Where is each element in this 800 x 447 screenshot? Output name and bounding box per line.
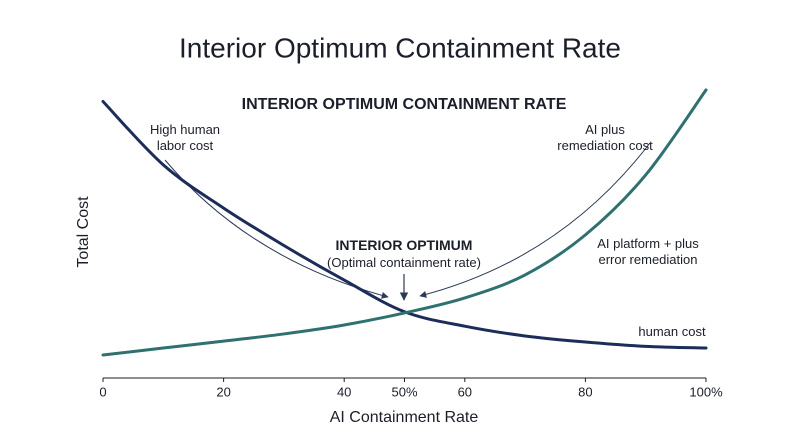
x-tick-label: 20 xyxy=(216,384,230,399)
x-axis-label: AI Containment Rate xyxy=(330,409,479,426)
x-tick-label: 50% xyxy=(391,384,417,399)
annotation: High human labor cost xyxy=(149,122,221,153)
annotation: (Optimal containment rate) xyxy=(327,255,481,270)
series-label: AI platform + plus error remediation xyxy=(597,236,699,267)
annotation: INTERIOR OPTIMUM xyxy=(335,237,473,253)
series-label: human cost xyxy=(638,324,706,339)
y-axis-label: Total Cost xyxy=(75,196,92,268)
arrow xyxy=(164,159,389,299)
line-series xyxy=(101,88,708,357)
line-series xyxy=(101,100,708,350)
x-tick-label: 80 xyxy=(578,384,592,399)
chart-subtitle: INTERIOR OPTIMUM CONTAINMENT RATE xyxy=(242,96,567,113)
x-tick-label: 40 xyxy=(337,384,351,399)
arrow xyxy=(419,142,651,298)
x-tick-label: 60 xyxy=(458,384,472,399)
x-tick-label: 0 xyxy=(99,384,106,399)
chart-title: Interior Optimum Containment Rate xyxy=(179,32,621,63)
x-tick-label: 100% xyxy=(689,384,723,399)
annotation: AI plus remediation cost xyxy=(557,122,653,153)
